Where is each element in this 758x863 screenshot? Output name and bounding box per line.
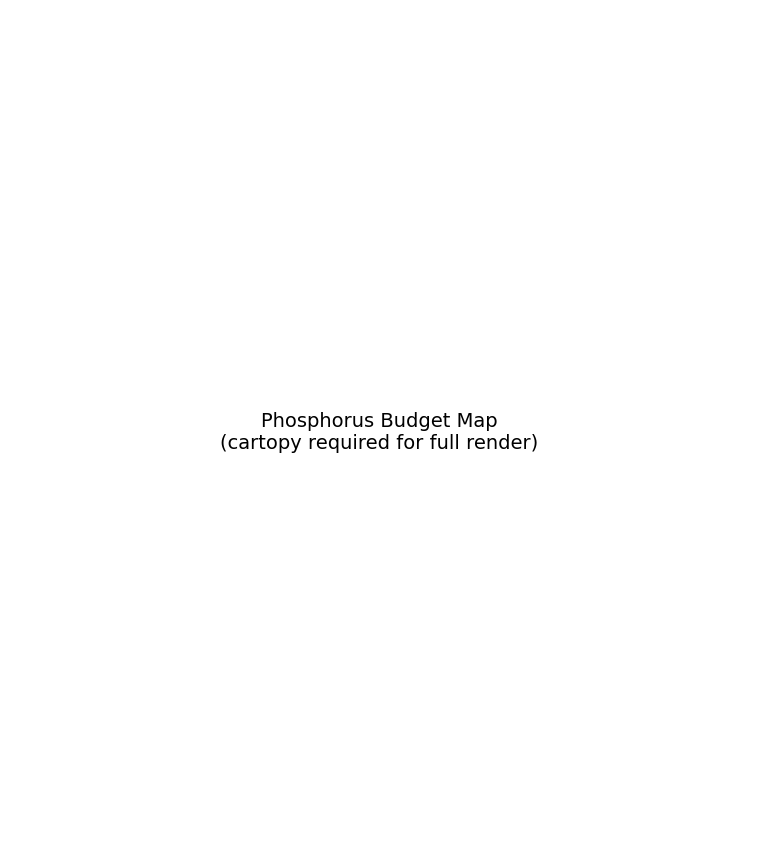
Text: Phosphorus Budget Map
(cartopy required for full render): Phosphorus Budget Map (cartopy required …	[220, 412, 538, 452]
